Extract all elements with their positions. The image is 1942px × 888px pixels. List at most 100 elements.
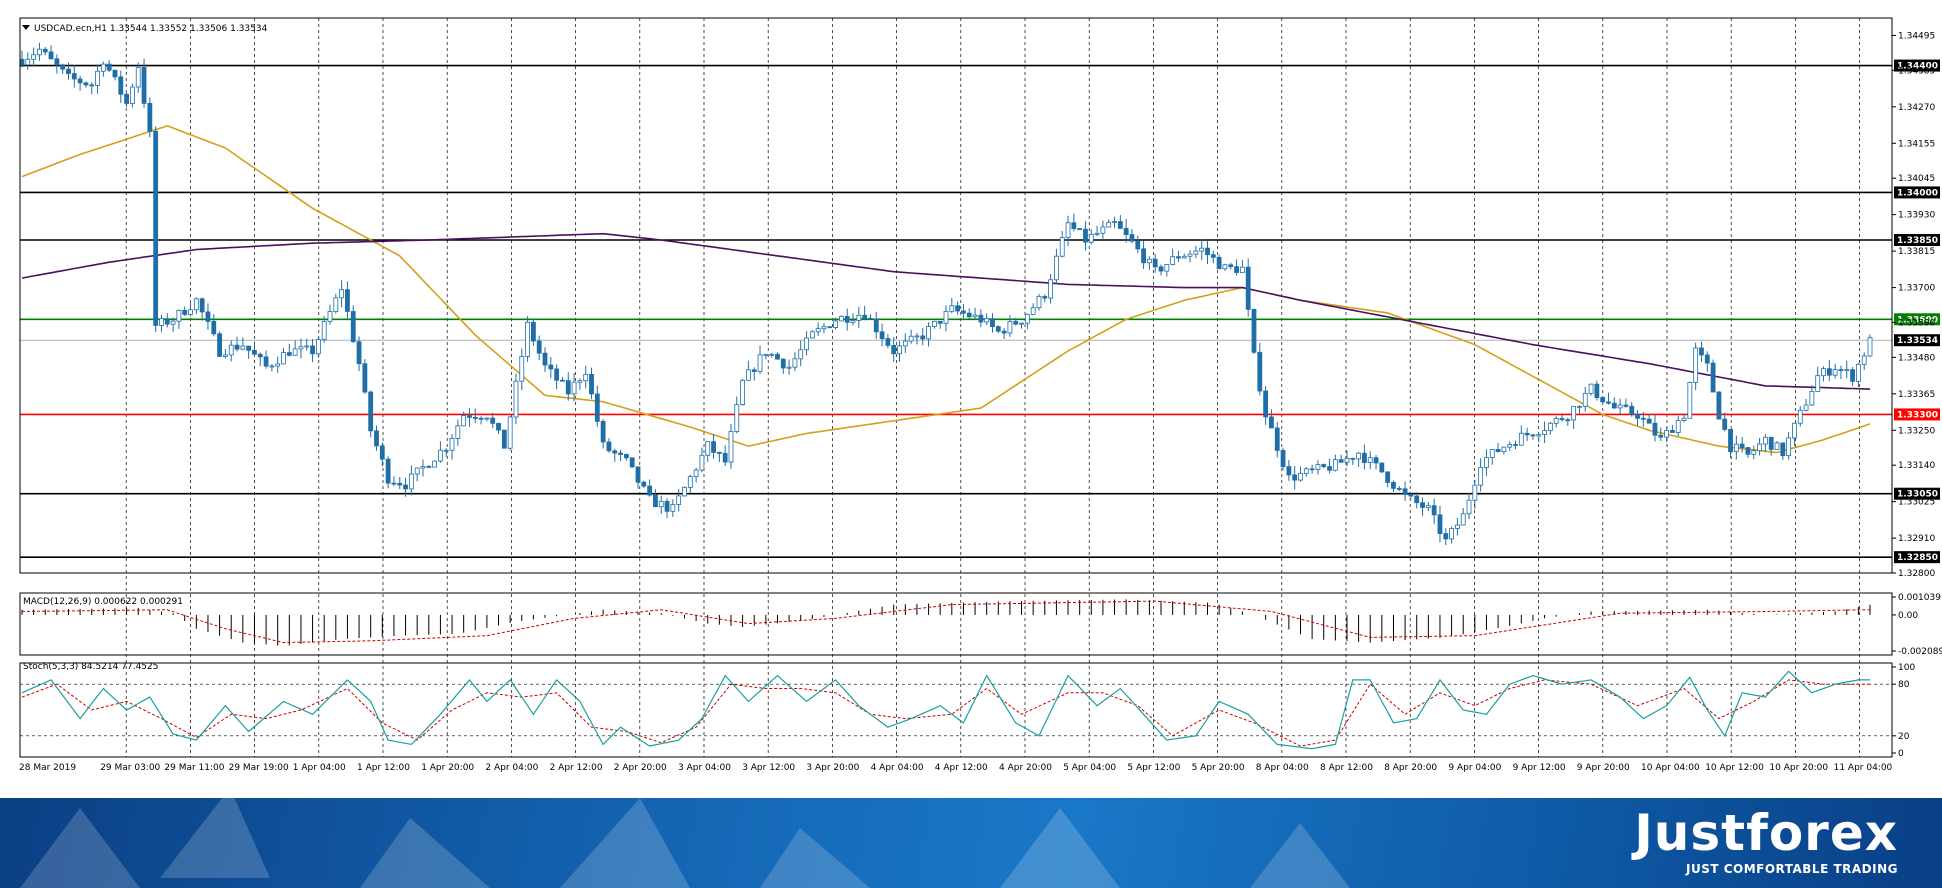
candle-body: [1205, 247, 1210, 256]
x-tick-label: 1 Apr 20:00: [421, 763, 474, 773]
stoch-y-label: 20: [1898, 732, 1910, 742]
candle-body: [1460, 513, 1466, 526]
x-tick-label: 8 Apr 20:00: [1384, 763, 1437, 773]
candle-body: [188, 309, 193, 315]
candle-body: [19, 58, 25, 66]
candle-body: [321, 320, 327, 340]
candle-body: [513, 380, 519, 418]
justforex-logo[interactable]: Justforex JUST COMFORTABLE TRADING: [1634, 804, 1898, 876]
candle-body: [641, 481, 647, 487]
level-tag: [1894, 551, 1940, 564]
candle-body: [1391, 482, 1396, 489]
candle-body: [1367, 457, 1373, 463]
main-title: USDCAD.ecn,H1 1.33544 1.33552 1.33506 1.…: [34, 24, 268, 34]
candle-body: [635, 466, 641, 483]
candle-body: [1774, 442, 1780, 450]
candle-body: [862, 314, 868, 319]
candle-body: [565, 380, 571, 395]
candle-body: [1577, 405, 1582, 408]
candle-body: [124, 93, 130, 104]
candle-body: [1559, 418, 1565, 421]
candle-body: [461, 415, 467, 427]
candle-body: [722, 452, 728, 463]
candle-body: [1176, 256, 1181, 259]
trading-chart[interactable]: 1.34400 1.34000 1.33850 1.33600 1.33300 1.330…: [0, 0, 1942, 798]
candle-body: [873, 318, 879, 333]
candle-body: [530, 321, 536, 342]
candle-body: [891, 345, 897, 355]
candle-body: [577, 380, 583, 383]
y-tick-label: 1.32800: [1898, 569, 1935, 579]
candle-body: [315, 339, 321, 355]
candle-body: [507, 416, 513, 449]
candle-body: [1228, 264, 1234, 268]
candle-body: [31, 54, 37, 60]
candle-body: [902, 340, 908, 347]
candle-body: [740, 379, 746, 406]
candle-body: [54, 58, 60, 66]
candle-body: [1704, 354, 1710, 364]
y-tick-label: 1.34385: [1898, 66, 1935, 76]
candle-body: [1675, 420, 1681, 433]
candle-body: [37, 48, 42, 56]
candle-body: [1739, 443, 1745, 448]
main-header[interactable]: USDCAD.ecn,H1 1.33544 1.33552 1.33506 1.…: [22, 24, 268, 34]
candle-body: [554, 368, 560, 381]
level-tag-label: 1.32850: [1897, 553, 1938, 563]
level-tag: [1894, 186, 1940, 199]
candle-body: [286, 352, 292, 356]
candle-body: [1170, 256, 1176, 265]
candle-body: [1600, 397, 1606, 403]
candle-body: [798, 349, 804, 360]
horizontal-levels[interactable]: 1.34400 1.34000 1.33850 1.33600 1.33300 1.330…: [20, 59, 1940, 564]
candle-body: [1722, 418, 1728, 430]
candle-body: [77, 78, 83, 84]
candle-body: [1565, 419, 1571, 422]
macd-signal-line: [21, 600, 1871, 644]
y-tick-label: 1.33590: [1898, 318, 1935, 328]
x-tick-label: 28 Mar 2019: [19, 763, 76, 773]
candle-body: [48, 51, 54, 60]
candle-body: [327, 311, 333, 322]
candle-body: [391, 482, 397, 485]
candle-body: [1344, 457, 1350, 463]
candle-body: [623, 454, 629, 459]
candle-body: [1181, 255, 1187, 259]
candle-body: [455, 425, 461, 439]
x-tick-label: 1 Apr 04:00: [293, 763, 346, 773]
candle-body: [1670, 430, 1675, 433]
logo-tagline: JUST COMFORTABLE TRADING: [1685, 862, 1898, 876]
candle-body: [1821, 368, 1826, 377]
candle-body: [1298, 472, 1303, 481]
candle-body: [333, 297, 339, 312]
candle-body: [600, 421, 606, 443]
candle-body: [374, 430, 379, 447]
candle-body: [978, 314, 984, 323]
candle-body: [984, 318, 990, 323]
candle-body: [809, 331, 815, 339]
x-tick-label: 29 Mar 03:00: [100, 763, 160, 773]
candle-body: [164, 318, 170, 325]
x-tick-label: 3 Apr 04:00: [678, 763, 731, 773]
candle-body: [1292, 474, 1298, 481]
candle-body: [664, 500, 670, 512]
candle-body: [658, 500, 664, 508]
candle-body: [234, 344, 240, 350]
candlesticks: [19, 42, 1873, 546]
candle-body: [1803, 404, 1809, 411]
x-tick-label: 5 Apr 04:00: [1063, 763, 1116, 773]
candle-body: [612, 450, 618, 454]
level-tag-label: 1.33850: [1897, 236, 1938, 246]
candle-body: [385, 458, 391, 484]
candle-body: [42, 48, 48, 53]
candle-body: [1443, 533, 1449, 540]
candle-body: [1751, 450, 1757, 455]
candle-body: [1362, 452, 1367, 463]
candle-body: [990, 318, 995, 328]
candle-body: [89, 84, 95, 87]
candle-body: [542, 352, 548, 366]
candle-body: [1617, 404, 1623, 409]
candle-body: [775, 353, 780, 360]
candle-body: [60, 64, 66, 70]
chart-menu-icon[interactable]: [22, 25, 30, 30]
